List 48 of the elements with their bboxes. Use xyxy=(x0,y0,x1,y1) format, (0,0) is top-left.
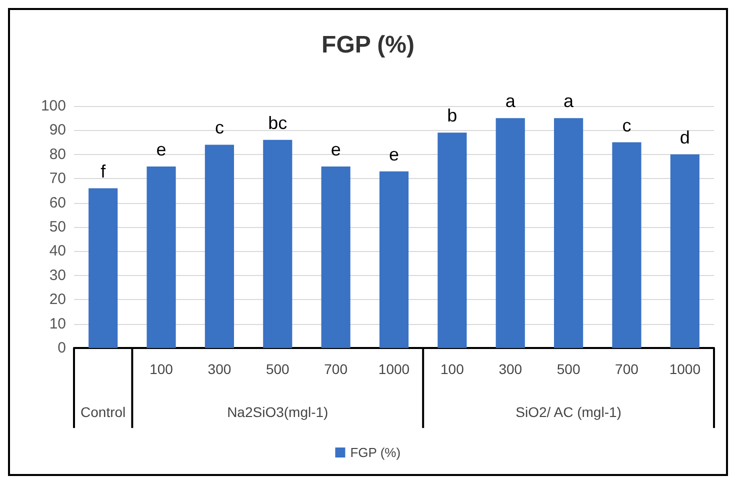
bar xyxy=(612,142,642,348)
x-tick-label: 500 xyxy=(266,361,290,377)
bar xyxy=(379,171,409,348)
data-label: a xyxy=(564,91,575,112)
data-label: e xyxy=(388,144,400,164)
bar xyxy=(321,166,350,348)
legend-label: FGP (%) xyxy=(350,445,401,460)
x-tick-label: 100 xyxy=(440,361,464,377)
bar xyxy=(146,166,176,348)
x-tick-label: 100 xyxy=(150,361,174,377)
bar xyxy=(670,154,700,348)
data-label: e xyxy=(156,140,166,160)
y-tick-label: 20 xyxy=(49,291,66,308)
data-label: c xyxy=(214,118,224,138)
y-tick-label: 40 xyxy=(49,242,66,260)
x-tick-label: 300 xyxy=(208,361,232,377)
bar xyxy=(438,132,467,348)
bar xyxy=(263,140,292,348)
text: Na2SiO3(mgl-1) xyxy=(227,404,328,420)
text: Control xyxy=(80,404,126,420)
x-tick-label: 1000 xyxy=(378,361,410,377)
y-tick-label: 50 xyxy=(49,218,66,236)
text: SiO2/ AC (mgl-1) xyxy=(516,404,622,420)
data-label: a xyxy=(505,91,516,112)
bar xyxy=(204,144,234,348)
y-tick-label: 80 xyxy=(49,146,66,163)
y-tick-label: 30 xyxy=(49,266,66,284)
x-tick-label: 300 xyxy=(498,361,522,377)
y-tick-label: 10 xyxy=(49,315,66,332)
data-label: b xyxy=(447,106,458,126)
x-tick-label: 1000 xyxy=(669,361,701,377)
data-label: d xyxy=(680,127,690,148)
chart-title: FGP (%) xyxy=(322,32,414,58)
y-tick-label: 0 xyxy=(58,340,66,356)
bar xyxy=(554,118,584,348)
y-tick-label: 70 xyxy=(49,170,66,188)
data-label: bc xyxy=(268,112,288,133)
x-tick-label: 700 xyxy=(615,361,639,377)
data-label: f xyxy=(100,161,107,182)
y-tick-label: 60 xyxy=(49,194,66,212)
data-label: e xyxy=(330,140,341,160)
x-tick-label: 500 xyxy=(556,361,580,377)
bar xyxy=(496,118,525,348)
x-tick-label: 700 xyxy=(324,361,348,377)
data-label: c xyxy=(622,115,632,136)
bar xyxy=(88,188,118,348)
y-tick-label: 100 xyxy=(40,98,66,114)
y-tick-label: 90 xyxy=(49,122,66,139)
